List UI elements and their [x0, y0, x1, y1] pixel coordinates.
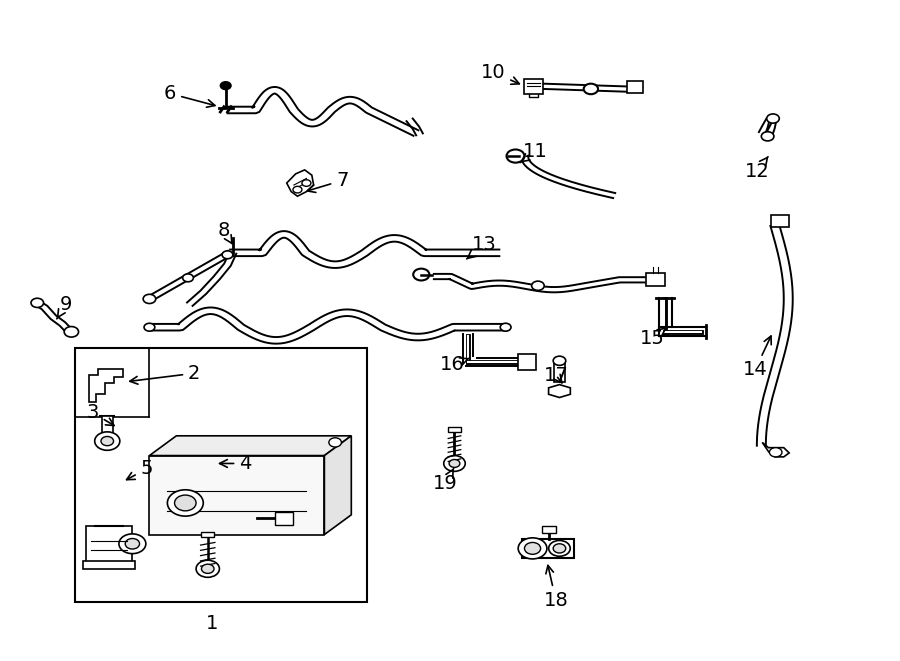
Bar: [518, 354, 536, 370]
Bar: [202, 532, 214, 537]
Polygon shape: [149, 436, 351, 455]
Text: 13: 13: [467, 235, 497, 259]
Circle shape: [94, 432, 120, 450]
Text: 8: 8: [218, 221, 232, 243]
Text: 17: 17: [544, 366, 568, 385]
Circle shape: [31, 298, 43, 307]
Text: 2: 2: [130, 364, 201, 384]
Bar: [771, 215, 789, 227]
Circle shape: [500, 323, 511, 331]
Text: 5: 5: [127, 459, 153, 480]
Text: 18: 18: [544, 565, 568, 610]
Polygon shape: [324, 436, 351, 535]
Circle shape: [302, 180, 310, 186]
Circle shape: [532, 281, 544, 290]
Text: 7: 7: [307, 171, 348, 192]
Bar: [524, 79, 544, 94]
Text: 6: 6: [164, 84, 215, 107]
Bar: [626, 81, 643, 93]
Circle shape: [584, 84, 598, 95]
Circle shape: [554, 544, 566, 553]
Bar: [275, 512, 293, 525]
Polygon shape: [549, 385, 571, 397]
Bar: [522, 539, 574, 558]
Circle shape: [167, 490, 203, 516]
Circle shape: [183, 274, 194, 282]
Circle shape: [222, 251, 233, 258]
Circle shape: [767, 114, 779, 123]
Circle shape: [328, 438, 341, 447]
Bar: [102, 416, 112, 438]
Bar: [83, 561, 135, 568]
Circle shape: [507, 149, 525, 163]
Text: 16: 16: [439, 355, 470, 374]
Circle shape: [413, 268, 429, 280]
Text: 15: 15: [639, 327, 667, 348]
Circle shape: [549, 541, 571, 557]
Circle shape: [770, 447, 782, 457]
Circle shape: [554, 356, 566, 366]
Circle shape: [449, 459, 460, 467]
Bar: [448, 426, 461, 432]
Circle shape: [196, 561, 220, 577]
Text: 1: 1: [206, 614, 219, 633]
Text: 11: 11: [520, 142, 547, 163]
Text: 14: 14: [742, 336, 771, 379]
Polygon shape: [287, 170, 313, 196]
Bar: [149, 455, 324, 535]
Text: 9: 9: [57, 295, 72, 319]
Circle shape: [125, 539, 140, 549]
Circle shape: [144, 323, 155, 331]
Text: 3: 3: [86, 403, 114, 426]
Circle shape: [293, 186, 302, 193]
Circle shape: [101, 436, 113, 446]
Bar: [554, 364, 565, 382]
Circle shape: [143, 294, 156, 303]
Polygon shape: [762, 442, 789, 457]
Polygon shape: [89, 369, 123, 402]
Circle shape: [175, 495, 196, 511]
Text: 19: 19: [433, 469, 458, 492]
Circle shape: [119, 534, 146, 554]
Bar: [645, 272, 665, 286]
Circle shape: [444, 455, 465, 471]
Circle shape: [525, 543, 541, 555]
Text: 12: 12: [744, 157, 770, 180]
Bar: [542, 526, 556, 533]
Circle shape: [518, 538, 547, 559]
Text: 4: 4: [220, 454, 252, 473]
Bar: [86, 526, 132, 563]
Circle shape: [220, 82, 231, 90]
Bar: [75, 348, 366, 602]
Circle shape: [202, 564, 214, 573]
Text: 10: 10: [481, 63, 519, 85]
Circle shape: [761, 132, 774, 141]
Circle shape: [64, 327, 78, 337]
